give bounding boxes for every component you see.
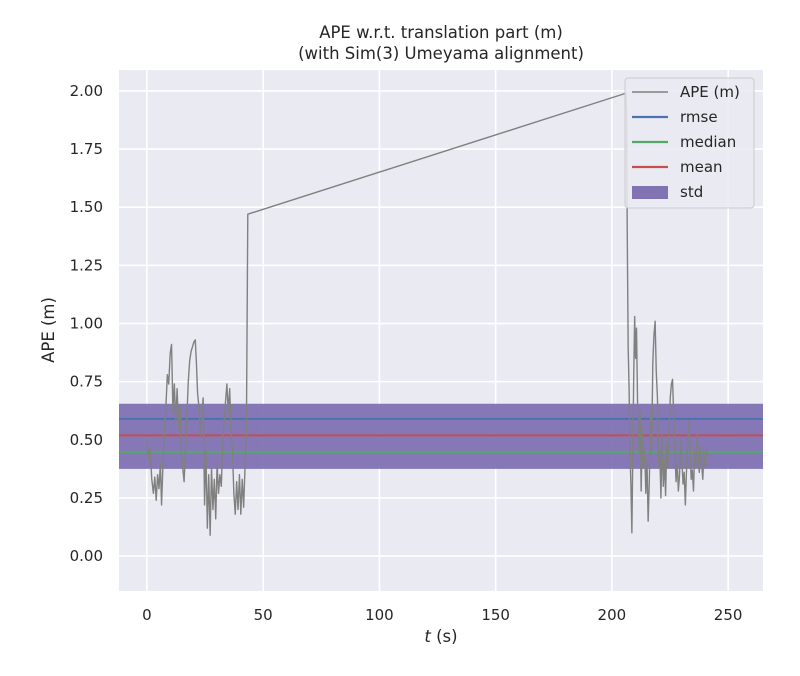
legend-label: median <box>680 133 736 151</box>
legend-swatch-std <box>632 186 668 199</box>
x-axis-var: t <box>424 627 431 646</box>
legend-box <box>624 77 755 209</box>
y-tick-label: 1.75 <box>70 140 103 158</box>
y-tick-label: 1.25 <box>70 256 103 274</box>
legend-label: mean <box>680 158 723 176</box>
legend-label: rmse <box>680 108 718 126</box>
chart-title: APE w.r.t. translation part (m) <box>319 23 563 42</box>
y-tick-label: 0.25 <box>70 489 103 507</box>
x-axis-label: t (s) <box>424 627 457 646</box>
x-tick-labels: 0 50 100 150 200 250 <box>142 606 742 624</box>
y-tick-label: 0.50 <box>70 431 103 449</box>
x-tick-label: 200 <box>598 606 627 624</box>
y-axis-label: APE (m) <box>39 297 58 363</box>
legend: APE (m) rmse median mean std <box>624 77 755 209</box>
x-tick-label: 250 <box>714 606 743 624</box>
x-axis-unit: (s) <box>431 627 458 646</box>
x-tick-label: 0 <box>142 606 152 624</box>
legend-label: std <box>680 183 703 201</box>
x-tick-label: 100 <box>365 606 394 624</box>
x-tick-label: 50 <box>254 606 273 624</box>
y-tick-label: 0.00 <box>70 547 103 565</box>
chart-subtitle: (with Sim(3) Umeyama alignment) <box>298 44 584 63</box>
y-tick-labels: 0.00 0.25 0.50 0.75 1.00 1.25 1.50 1.75 2.00 <box>70 82 103 565</box>
stat-lines-layer <box>119 417 763 453</box>
y-tick-label: 2.00 <box>70 82 103 100</box>
y-tick-label: 0.75 <box>70 373 103 391</box>
y-tick-label: 1.50 <box>70 198 103 216</box>
legend-items: APE (m) rmse median mean std <box>632 83 740 201</box>
legend-label: APE (m) <box>680 83 740 101</box>
x-tick-label: 150 <box>481 606 510 624</box>
y-tick-label: 1.00 <box>70 315 103 333</box>
